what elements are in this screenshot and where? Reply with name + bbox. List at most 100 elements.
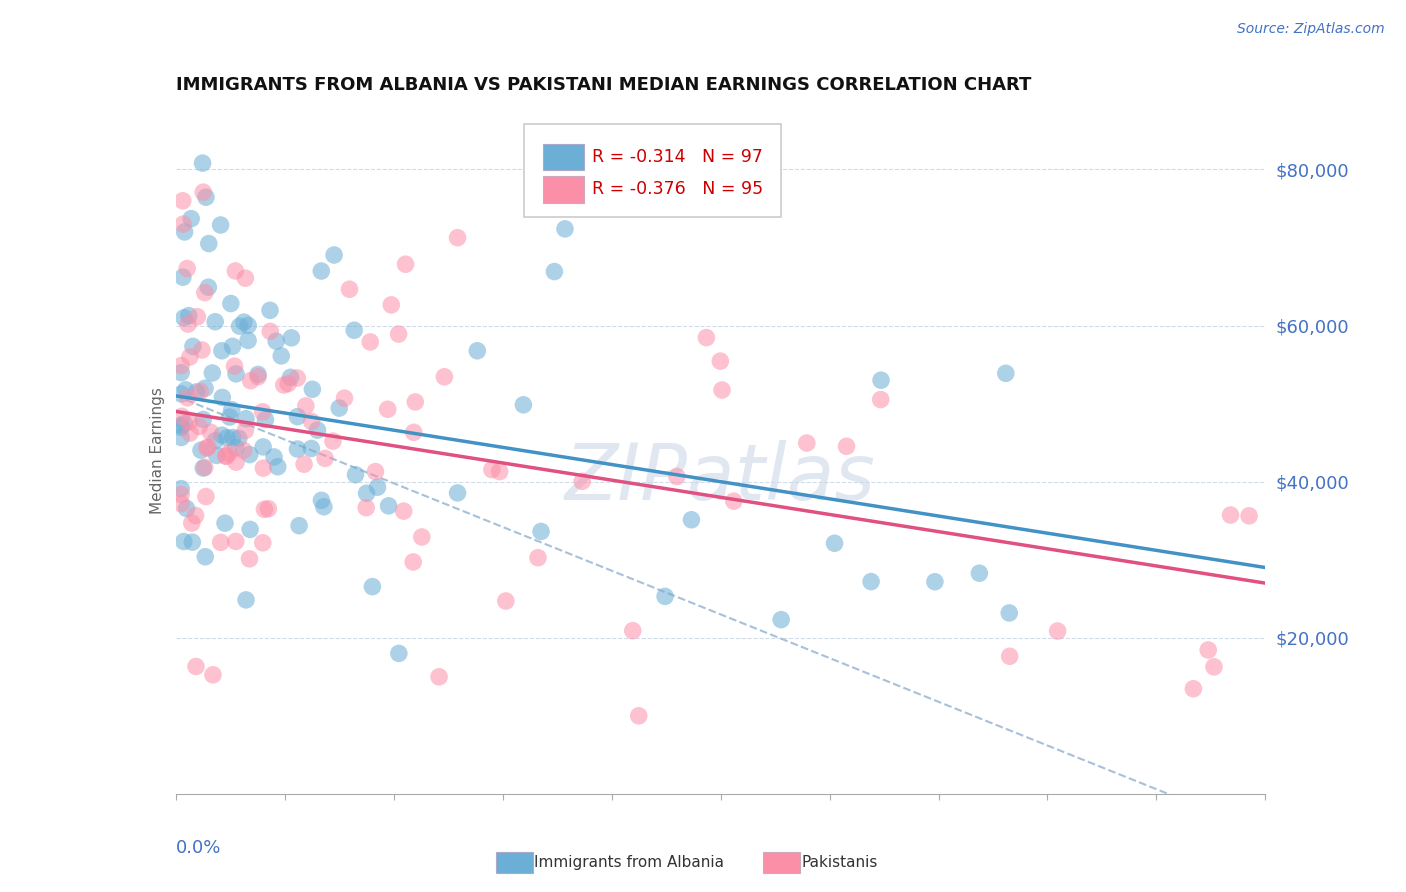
Point: [173, 310, 195, 325]
Point: [356, 486, 378, 500]
Point: [176, 261, 198, 276]
Point: [200, 425, 222, 440]
Point: [218, 446, 240, 460]
Point: [364, 465, 387, 479]
Point: [215, 450, 238, 464]
Point: [252, 405, 274, 419]
Point: [404, 395, 426, 409]
Point: [924, 574, 946, 589]
Point: [176, 391, 198, 405]
Point: [235, 411, 257, 425]
Point: [179, 415, 201, 429]
Point: [239, 523, 262, 537]
Point: [181, 535, 204, 549]
Point: [170, 418, 193, 433]
Point: [215, 449, 238, 463]
Point: [257, 501, 280, 516]
Point: [181, 339, 204, 353]
Point: [299, 442, 322, 456]
Point: [824, 536, 846, 550]
Point: [190, 443, 212, 458]
Point: [392, 504, 415, 518]
Point: [1237, 508, 1260, 523]
Point: [170, 420, 193, 434]
Point: [835, 439, 858, 453]
Point: [173, 417, 195, 431]
Point: [239, 448, 262, 462]
Point: [998, 606, 1021, 620]
Point: [323, 248, 346, 262]
Point: [221, 339, 243, 353]
Point: [695, 330, 717, 344]
Point: [173, 225, 195, 239]
Point: [188, 419, 211, 434]
Point: [174, 383, 197, 397]
Point: [235, 271, 257, 285]
Point: [322, 434, 344, 449]
FancyBboxPatch shape: [543, 145, 585, 170]
Point: [238, 318, 260, 333]
Point: [238, 552, 260, 566]
Y-axis label: Median Earnings: Median Earnings: [149, 387, 165, 514]
Point: [253, 502, 276, 516]
Point: [224, 264, 246, 278]
Point: [209, 218, 232, 232]
Point: [481, 462, 503, 476]
Point: [236, 334, 259, 348]
Point: [860, 574, 883, 589]
Point: [280, 331, 302, 345]
Point: [195, 190, 218, 204]
Point: [307, 423, 329, 437]
Point: [427, 670, 450, 684]
Point: [211, 428, 233, 442]
Point: [180, 516, 202, 530]
Point: [179, 426, 201, 441]
Point: [1197, 643, 1219, 657]
Point: [221, 402, 243, 417]
Point: [254, 412, 277, 426]
Point: [184, 508, 207, 523]
Point: [170, 366, 193, 380]
Point: [172, 217, 194, 231]
Point: [333, 391, 356, 405]
Point: [723, 494, 745, 508]
Point: [446, 230, 468, 244]
Point: [235, 593, 257, 607]
Point: [228, 319, 250, 334]
Point: [527, 550, 550, 565]
Point: [197, 440, 219, 454]
Point: [172, 270, 194, 285]
Point: [495, 594, 517, 608]
Point: [224, 359, 246, 374]
Point: [225, 441, 247, 455]
Point: [328, 401, 350, 416]
Point: [796, 436, 818, 450]
Point: [1182, 681, 1205, 696]
Point: [711, 383, 734, 397]
Point: [339, 282, 361, 296]
Point: [301, 382, 323, 396]
Point: [377, 499, 399, 513]
Point: [201, 366, 224, 380]
Point: [571, 475, 593, 489]
Point: [359, 334, 381, 349]
Point: [191, 343, 214, 357]
Point: [215, 431, 238, 445]
Point: [301, 415, 323, 429]
Point: [433, 369, 456, 384]
Point: [578, 199, 600, 213]
Point: [263, 450, 285, 464]
Point: [201, 668, 224, 682]
Point: [225, 455, 247, 469]
Point: [239, 374, 262, 388]
Point: [198, 236, 221, 251]
Point: [1202, 660, 1225, 674]
Point: [228, 431, 250, 445]
Point: [411, 530, 433, 544]
Point: [180, 211, 202, 226]
Point: [388, 646, 411, 660]
Point: [170, 497, 193, 511]
Point: [222, 431, 245, 445]
Point: [193, 412, 215, 426]
Point: [205, 449, 228, 463]
